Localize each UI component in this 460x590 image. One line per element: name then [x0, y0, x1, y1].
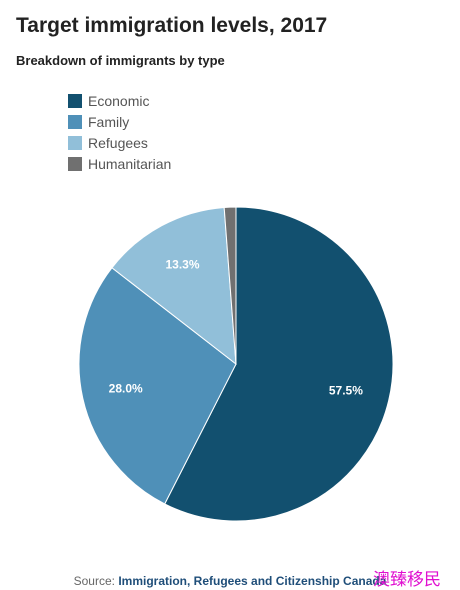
- legend-label-family: Family: [88, 113, 130, 130]
- source-prefix: Source:: [73, 574, 119, 588]
- legend: Economic Family Refugees Humanitarian: [68, 90, 171, 174]
- legend-label-refugees: Refugees: [88, 134, 148, 151]
- legend-swatch-humanitarian: [68, 156, 82, 171]
- legend-label-economic: Economic: [88, 92, 150, 109]
- legend-item-refugees[interactable]: Refugees: [68, 132, 171, 153]
- slice-label-economic: 57.5%: [329, 383, 363, 397]
- chart-title: Target immigration levels, 2017: [16, 14, 328, 37]
- legend-swatch-refugees: [68, 135, 82, 150]
- legend-item-economic[interactable]: Economic: [68, 90, 171, 111]
- pie-slice-humanitarian[interactable]: [223, 206, 237, 365]
- slice-label-family: 28.0%: [109, 382, 143, 396]
- watermark-text: 澳臻移民: [373, 570, 441, 590]
- legend-label-humanitarian: Humanitarian: [88, 155, 172, 172]
- legend-item-humanitarian[interactable]: Humanitarian: [68, 153, 171, 174]
- chart-subtitle: Breakdown of immigrants by type: [16, 53, 225, 68]
- legend-swatch-family: [68, 114, 82, 129]
- pie-slice-refugees[interactable]: [111, 206, 237, 366]
- legend-swatch-economic: [68, 93, 82, 108]
- slice-label-refugees: 13.3%: [165, 257, 199, 271]
- source-line: Source: Immigration, Refugees and Citize…: [0, 574, 460, 588]
- legend-item-family[interactable]: Family: [68, 111, 171, 132]
- source-organization[interactable]: Immigration, Refugees and Citizenship Ca…: [118, 574, 387, 588]
- pie-slice-economic[interactable]: [164, 206, 394, 522]
- pie-slice-family[interactable]: [78, 267, 237, 505]
